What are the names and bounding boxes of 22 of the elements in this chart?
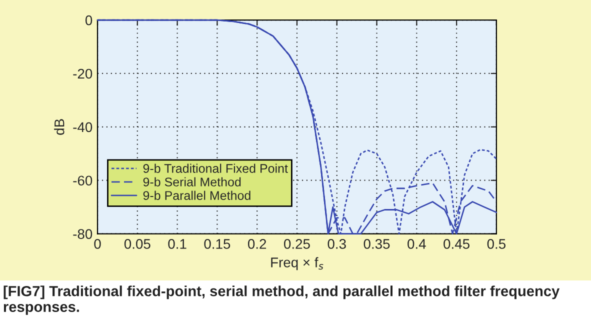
- legend-label: 9-b Parallel Method: [143, 190, 250, 200]
- y-axis-title: dB: [54, 119, 64, 135]
- text: [FIG7] Traditional fixed-point, serial method, and parallel method filter frequency responses.: [4, 286, 560, 315]
- y-tick-label: -40: [73, 122, 92, 132]
- legend-label: 9-b Serial Method: [143, 177, 241, 186]
- x-tick-label: 0.2: [248, 239, 266, 249]
- x-axis-title: Freq × f$_{s}$: [271, 257, 324, 270]
- y-tick-label: -60: [73, 176, 92, 186]
- x-tick-label: 0: [94, 239, 101, 249]
- y-tick-label: -20: [73, 68, 92, 79]
- x-tick-label: 0.05: [124, 239, 150, 249]
- x-tick-label: 0.4: [408, 239, 426, 249]
- x-tick-label: 0.15: [204, 239, 230, 249]
- x-tick-label: 0.1: [168, 239, 186, 249]
- x-tick-label: 0.25: [284, 239, 310, 249]
- legend-label: 9-b Traditional Fixed Point: [143, 164, 288, 173]
- x-tick-label: 0.5: [487, 239, 506, 249]
- x-tick-label: 0.35: [364, 239, 390, 249]
- y-tick-label: -80: [73, 229, 92, 239]
- x-tick-label: 0.45: [444, 239, 470, 249]
- y-tick-label: 0: [85, 15, 92, 26]
- x-tick-label: 0.3: [328, 239, 346, 249]
